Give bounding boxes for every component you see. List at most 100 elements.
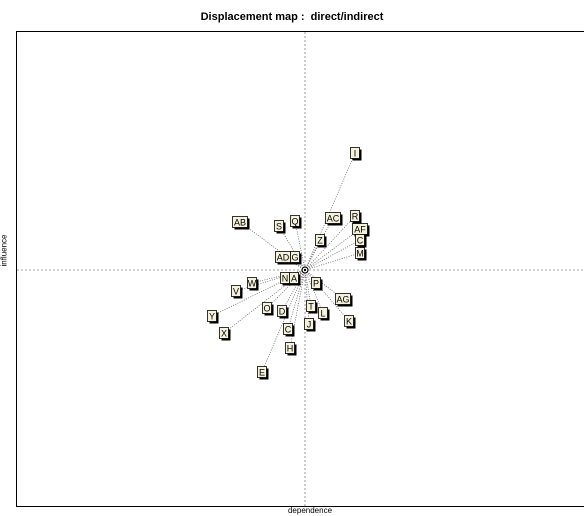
node-o-19: O xyxy=(262,302,274,316)
x-axis-label: dependence xyxy=(287,506,333,515)
node-label: W xyxy=(248,278,257,288)
displacement-line-af-6 xyxy=(304,228,361,271)
center-hub-dot xyxy=(303,268,307,272)
displacement-line-q-3 xyxy=(294,220,306,271)
displacement-line-e-28 xyxy=(261,269,306,373)
node-i-0: I xyxy=(350,147,362,161)
node-t-18: T xyxy=(306,300,318,314)
node-label: T xyxy=(308,301,314,311)
chart-title: Displacement map : direct/indirect xyxy=(200,11,384,23)
node-label: J xyxy=(307,319,312,329)
node-label: I xyxy=(354,148,357,158)
node-box xyxy=(344,315,354,327)
node-label: Z xyxy=(317,235,323,245)
node-label: AG xyxy=(336,294,349,304)
node-label: K xyxy=(346,316,352,326)
node-z-7: Z xyxy=(315,234,327,248)
node-label: AD xyxy=(277,252,290,262)
node-m-9: M xyxy=(355,247,367,261)
axes-layer xyxy=(17,32,584,506)
node-label: D xyxy=(279,306,286,316)
plot-frame xyxy=(16,31,584,507)
node-label: A xyxy=(291,273,297,283)
node-box xyxy=(262,302,272,314)
node-label: O xyxy=(263,303,270,313)
node-label: M xyxy=(356,248,364,258)
node-g-11: G xyxy=(290,251,302,265)
node-ab-1: AB xyxy=(232,216,250,230)
node-l-21: L xyxy=(318,307,330,321)
node-box xyxy=(355,234,365,246)
displacement-line-ag-17 xyxy=(304,269,344,300)
node-label: AB xyxy=(234,217,246,227)
displacement-line-w-15 xyxy=(251,269,306,284)
node-box xyxy=(350,147,360,159)
node-ag-17: AG xyxy=(335,293,353,307)
node-label: Q xyxy=(291,216,298,226)
node-j-24: J xyxy=(304,318,316,332)
displacement-line-i-0 xyxy=(304,152,356,271)
node-label: N xyxy=(282,273,289,283)
node-y-22: Y xyxy=(207,310,219,324)
node-box xyxy=(231,285,241,297)
node-box xyxy=(285,342,295,354)
node-label: Y xyxy=(209,311,215,321)
node-box xyxy=(311,277,321,289)
node-box xyxy=(325,212,341,224)
node-c-8: C xyxy=(355,234,367,248)
node-label: AC xyxy=(327,213,340,223)
node-h-27: H xyxy=(285,342,297,356)
displacement-line-j-24 xyxy=(304,269,310,325)
displacement-line-k-23 xyxy=(304,269,350,322)
node-q-3: Q xyxy=(290,215,302,229)
node-label: C xyxy=(285,324,292,334)
node-label: R xyxy=(352,211,359,221)
node-label: P xyxy=(313,278,319,288)
node-box xyxy=(283,323,293,335)
displacement-line-c-26 xyxy=(287,269,306,330)
node-ac-4: AC xyxy=(325,212,343,226)
displacement-line-c-8 xyxy=(304,239,361,271)
node-label: H xyxy=(287,343,294,353)
node-c-26: C xyxy=(283,323,295,337)
node-box xyxy=(306,300,316,312)
node-box xyxy=(290,251,300,263)
node-box xyxy=(257,366,267,378)
node-label: G xyxy=(291,252,298,262)
node-label: S xyxy=(276,221,282,231)
node-a-13: A xyxy=(289,272,301,286)
node-e-28: E xyxy=(257,366,269,380)
node-box xyxy=(219,327,229,339)
node-label: C xyxy=(357,235,364,245)
node-box xyxy=(290,215,300,227)
displacement-line-z-7 xyxy=(304,239,321,271)
node-box xyxy=(247,277,257,289)
node-box xyxy=(232,216,248,228)
node-r-5: R xyxy=(350,210,362,224)
node-label: X xyxy=(221,328,227,338)
displacement-line-ab-1 xyxy=(239,221,306,271)
displacement-line-m-9 xyxy=(304,252,361,271)
node-d-20: D xyxy=(277,305,289,319)
node-k-23: K xyxy=(344,315,356,329)
node-box xyxy=(355,247,365,259)
node-s-2: S xyxy=(274,220,286,234)
node-box xyxy=(274,220,284,232)
node-label: AF xyxy=(354,224,366,234)
node-label: L xyxy=(320,308,325,318)
node-label: E xyxy=(259,367,265,377)
node-box xyxy=(304,318,314,330)
displacement-line-d-20 xyxy=(281,269,306,312)
node-v-16: V xyxy=(231,285,243,299)
displacement-line-l-21 xyxy=(304,269,324,314)
node-box xyxy=(315,234,325,246)
node-p-14: P xyxy=(311,277,323,291)
node-box xyxy=(335,293,351,305)
node-box xyxy=(207,310,217,322)
node-w-15: W xyxy=(247,277,259,291)
node-ad-10: AD xyxy=(275,251,293,265)
node-box xyxy=(318,307,328,319)
node-x-25: X xyxy=(219,327,231,341)
node-box xyxy=(277,305,287,317)
